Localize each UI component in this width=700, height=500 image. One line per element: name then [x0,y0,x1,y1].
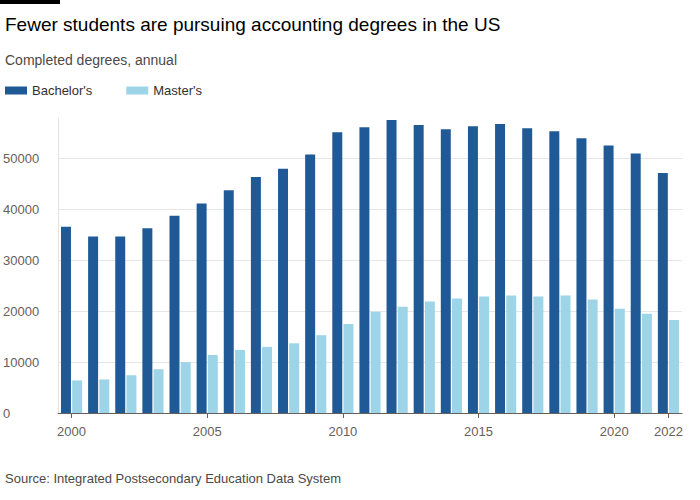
svg-text:2015: 2015 [464,424,493,439]
svg-text:2005: 2005 [193,424,222,439]
svg-text:2000: 2000 [57,424,86,439]
svg-text:2022: 2022 [654,424,683,439]
svg-text:10000: 10000 [3,355,39,370]
svg-text:Bachelor's: Bachelor's [32,83,93,98]
svg-text:Master's: Master's [153,83,202,98]
svg-text:Source: Integrated Postseconda: Source: Integrated Postsecondary Educati… [5,471,341,486]
svg-text:2010: 2010 [328,424,357,439]
svg-text:2020: 2020 [600,424,629,439]
svg-text:Fewer students are pursuing ac: Fewer students are pursuing accounting d… [5,14,500,35]
svg-text:40000: 40000 [3,202,39,217]
svg-text:30000: 30000 [3,253,39,268]
svg-text:50000: 50000 [3,151,39,166]
svg-text:0: 0 [3,406,10,421]
svg-text:20000: 20000 [3,304,39,319]
svg-text:Completed degrees, annual: Completed degrees, annual [5,52,177,68]
